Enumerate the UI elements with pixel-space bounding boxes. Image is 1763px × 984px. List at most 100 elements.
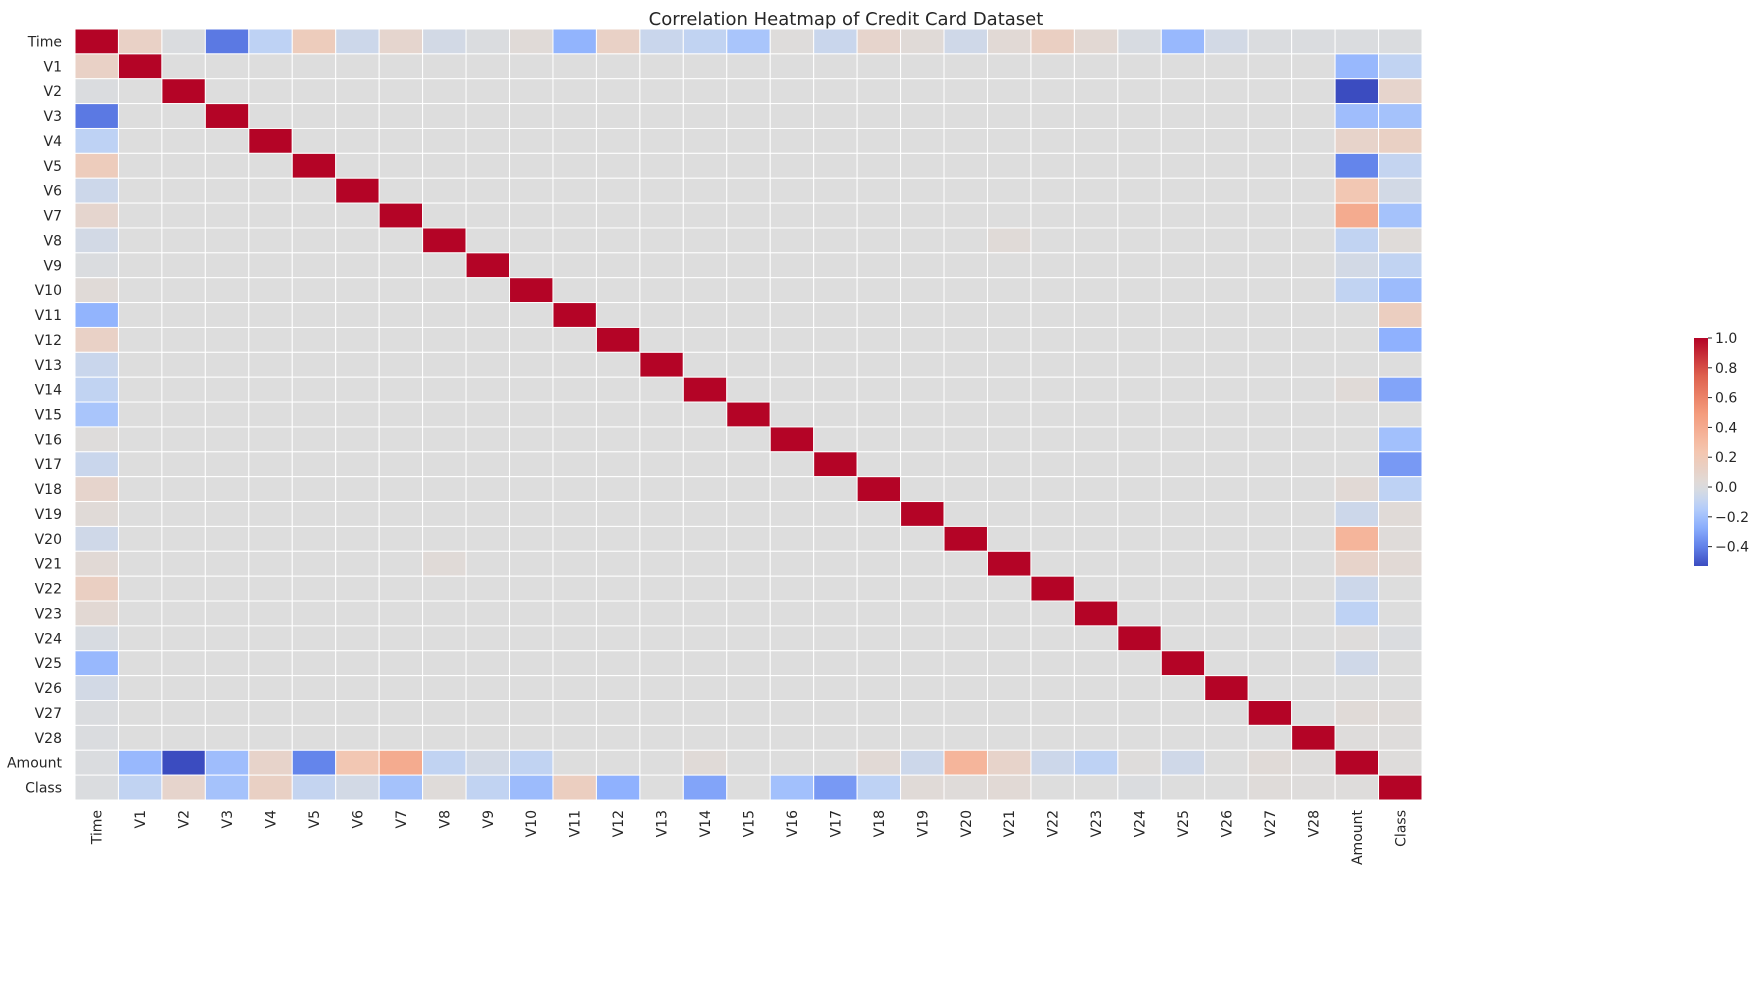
heatmap-cell-V9-V15	[726, 252, 771, 279]
heatmap-cell-V17-V28	[1291, 451, 1336, 478]
heatmap-cell-V26-V14	[682, 675, 728, 702]
heatmap-cell-V19-V8	[422, 501, 467, 527]
heatmap-cell-V18-V26	[1204, 476, 1249, 503]
heatmap-cell-V27-V8	[422, 700, 467, 726]
heatmap-cell-V25-Class	[1378, 650, 1423, 677]
heatmap-cell-V9-V22	[1030, 252, 1075, 279]
heatmap-cell-V7-V19	[900, 202, 945, 229]
heatmap-cell-V4-V27	[1247, 127, 1293, 154]
heatmap-cell-V12-V16	[769, 326, 815, 353]
heatmap-cell-V8-V25	[1160, 227, 1206, 254]
heatmap-cell-V28-V19	[900, 724, 945, 751]
heatmap-cell-V3-Class	[1378, 103, 1423, 129]
heatmap-cell-V20-V11	[552, 525, 597, 552]
heatmap-cell-V19-V27	[1247, 501, 1293, 527]
heatmap-cell-V20-V7	[378, 525, 424, 552]
heatmap-cell-V16-V18	[856, 426, 902, 453]
heatmap-cell-V10-V14	[682, 277, 728, 304]
heatmap-cell-V26-V11	[552, 675, 597, 702]
heatmap-cell-V16-V6	[335, 426, 380, 453]
heatmap-cell-V6-V9	[465, 177, 511, 204]
heatmap-cell-V1-V27	[1247, 53, 1293, 80]
heatmap-cell-V21-V1	[117, 550, 163, 577]
heatmap-cell-V18-V11	[552, 476, 597, 503]
heatmap-cell-V4-V6	[335, 127, 380, 154]
heatmap-cell-V23-V13	[639, 600, 684, 627]
heatmap-cell-V21-V15	[726, 550, 771, 577]
heatmap-cell-V4-V20	[943, 127, 988, 154]
heatmap-cell-V27-V1	[117, 700, 163, 726]
heatmap-cell-V17-V19	[900, 451, 945, 478]
heatmap-cell-V13-V10	[509, 351, 554, 378]
x-tick-label-V18: V18	[872, 810, 888, 837]
heatmap-cell-V8-V8	[422, 227, 467, 254]
heatmap-cell-Time-V25	[1160, 28, 1206, 55]
heatmap-cell-V2-Time	[74, 78, 119, 105]
heatmap-cell-V8-V28	[1291, 227, 1336, 254]
heatmap-cell-V2-V10	[509, 78, 554, 105]
heatmap-cell-V20-V14	[682, 525, 728, 552]
heatmap-cell-V21-V21	[986, 550, 1032, 577]
y-tick-label-V25: V25	[35, 656, 62, 672]
heatmap-cell-V12-V13	[639, 326, 684, 353]
heatmap-cell-V5-V17	[813, 152, 858, 179]
heatmap-cell-V27-V19	[900, 700, 945, 726]
heatmap-cell-V18-V12	[595, 476, 641, 503]
heatmap-cell-V1-V20	[943, 53, 988, 80]
heatmap-cell-Class-V26	[1204, 774, 1249, 801]
heatmap-cell-Amount-V23	[1073, 749, 1119, 776]
heatmap-cell-V13-V26	[1204, 351, 1249, 378]
heatmap-cell-V9-V27	[1247, 252, 1293, 279]
heatmap-cell-V19-Time	[74, 501, 119, 527]
heatmap-cell-V25-V14	[682, 650, 728, 677]
heatmap-cell-V18-V8	[422, 476, 467, 503]
heatmap-cell-V2-V7	[378, 78, 424, 105]
heatmap-cell-V26-V25	[1160, 675, 1206, 702]
heatmap-cell-V18-V21	[986, 476, 1032, 503]
heatmap-cell-V20-V22	[1030, 525, 1075, 552]
heatmap-cell-Amount-V14	[682, 749, 728, 776]
heatmap-cell-V7-V3	[204, 202, 250, 229]
heatmap-cell-V16-V22	[1030, 426, 1075, 453]
heatmap-cell-V1-V12	[595, 53, 641, 80]
heatmap-cell-Time-V2	[161, 28, 206, 55]
heatmap-cell-Class-V7	[378, 774, 424, 801]
heatmap-cell-V1-V10	[509, 53, 554, 80]
heatmap-cell-V23-V10	[509, 600, 554, 627]
heatmap-cell-V1-V26	[1204, 53, 1249, 80]
heatmap-cell-V7-V17	[813, 202, 858, 229]
heatmap-cell-V7-V2	[161, 202, 206, 229]
heatmap-cell-V10-V19	[900, 277, 945, 304]
heatmap-cell-V13-V20	[943, 351, 988, 378]
heatmap-cell-V19-V25	[1160, 501, 1206, 527]
heatmap-cell-V8-V19	[900, 227, 945, 254]
heatmap-cell-V10-V22	[1030, 277, 1075, 304]
heatmap-cell-V21-V25	[1160, 550, 1206, 577]
heatmap-cell-V1-V1	[117, 53, 163, 80]
heatmap-cell-V15-V4	[248, 401, 293, 428]
heatmap-cell-V26-Amount	[1334, 675, 1380, 702]
heatmap-cell-V17-V13	[639, 451, 684, 478]
heatmap-cell-V1-V14	[682, 53, 728, 80]
heatmap-cell-V8-V14	[682, 227, 728, 254]
heatmap-cell-V20-V13	[639, 525, 684, 552]
heatmap-cell-V11-V13	[639, 302, 684, 328]
heatmap-cell-V5-V21	[986, 152, 1032, 179]
heatmap-cell-V13-V2	[161, 351, 206, 378]
heatmap-cell-V17-V12	[595, 451, 641, 478]
heatmap-cell-V14-V23	[1073, 376, 1119, 403]
heatmap-cell-V20-V27	[1247, 525, 1293, 552]
y-tick-label-V19: V19	[35, 507, 62, 523]
heatmap-cell-V18-V25	[1160, 476, 1206, 503]
heatmap-cell-V11-V12	[595, 302, 641, 328]
heatmap-cell-Time-Class	[1378, 28, 1423, 55]
heatmap-cell-V23-V7	[378, 600, 424, 627]
heatmap-cell-V22-V15	[726, 575, 771, 602]
heatmap-cell-V21-V10	[509, 550, 554, 577]
heatmap-cell-V22-V11	[552, 575, 597, 602]
heatmap-cell-V16-V21	[986, 426, 1032, 453]
heatmap-cell-V9-Class	[1378, 252, 1423, 279]
heatmap-cell-V6-V8	[422, 177, 467, 204]
heatmap-cell-V15-V25	[1160, 401, 1206, 428]
